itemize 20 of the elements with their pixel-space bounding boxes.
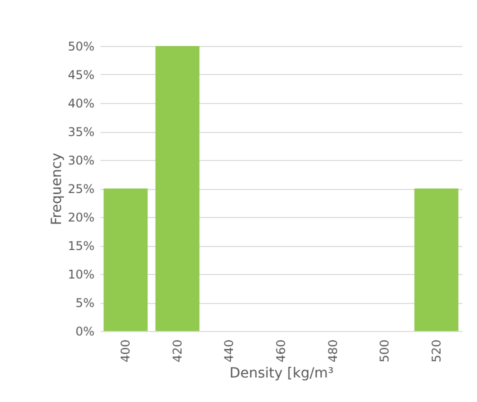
- y-axis-title: Frequency: [48, 152, 65, 226]
- y-tick-label: 30%: [68, 154, 94, 168]
- y-tick-label: 40%: [68, 96, 94, 110]
- x-tick-label: 440: [222, 340, 236, 362]
- y-tick-label: 45%: [68, 68, 94, 82]
- x-tick-label: 480: [326, 340, 340, 362]
- y-tick-label: 0%: [75, 324, 94, 338]
- y-tick-label: 50%: [68, 40, 94, 54]
- x-tick-label: 460: [274, 340, 288, 362]
- x-tick-label: 400: [118, 340, 133, 362]
- y-tick-label: 35%: [68, 125, 94, 139]
- y-tick-label: 10%: [68, 268, 94, 282]
- x-tick-label: 500: [378, 340, 392, 362]
- y-tick-label: 25%: [68, 182, 94, 196]
- y-tick-label: 5%: [75, 296, 94, 310]
- x-tick-label: 520: [429, 340, 444, 362]
- x-tick-label: 420: [170, 340, 184, 362]
- y-tick-label: 15%: [68, 239, 94, 253]
- y-tick-label: 20%: [68, 210, 94, 224]
- x-axis-title: Density [kg/m³: [229, 365, 334, 382]
